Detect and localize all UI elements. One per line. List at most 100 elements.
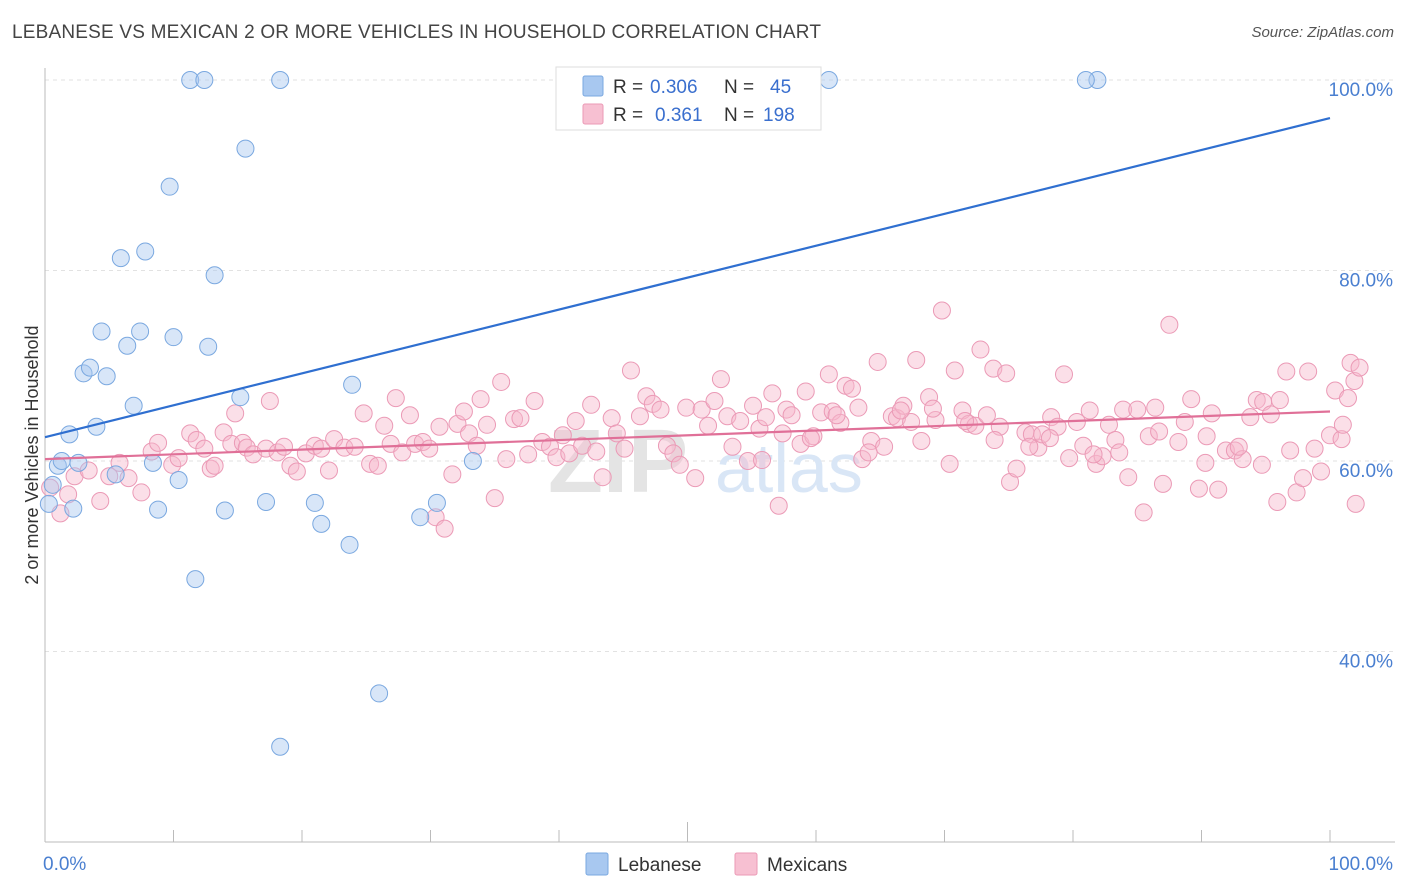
mexicans-point [1055,365,1074,384]
lebanese-points [39,71,1107,756]
mexicans-point [1321,426,1339,445]
mexicans-point [1281,441,1300,460]
mexicans-point [926,411,945,430]
mexicans-point [260,391,279,410]
lebanese-point [819,71,838,89]
legend-r-mexicans: 0.361 [655,105,703,126]
mexicans-point [819,365,838,384]
grid-lines [45,79,1395,652]
mexicans-point [1060,449,1079,468]
mexicans-point [132,483,151,502]
mexicans-point [375,416,394,435]
mexicans-point [181,424,200,443]
lebanese-point [124,396,143,415]
mexicans-point [287,462,306,481]
mexicans-point [1294,469,1313,488]
mexicans-point [100,467,119,486]
lebanese-point [312,514,331,533]
mexicans-point [1093,447,1112,466]
legend-swatch-mexicans [582,103,604,125]
y-tick-label: 100.0% [1329,80,1394,101]
mexicans-point [621,361,640,380]
mexicans-point [368,456,387,475]
lebanese-trend-line [44,117,1331,439]
mexicans-point [593,468,612,487]
mexicans-point [1338,389,1357,408]
y-tick-label: 60.0% [1339,461,1393,482]
mexicans-point [607,424,626,443]
mexicans-point [1299,362,1318,381]
mexicans-point [1346,494,1365,513]
lebanese-point [340,535,359,554]
mexicans-point [849,398,868,417]
mexicans-point [163,455,182,474]
lebanese-point [118,336,137,355]
mexicans-point [1312,462,1331,481]
mexicans-point [1110,443,1129,462]
mexicans-point [485,489,504,508]
mexicans-point [1209,480,1228,499]
mexicans-point [1341,353,1360,372]
mexicans-point [1189,479,1208,498]
mexicans-point [275,437,294,456]
lebanese-point [257,492,276,511]
mexicans-point [1277,362,1296,381]
lebanese-point [195,71,214,89]
top-legend: R = 0.306 N = 45 R = 0.361 N = 198 [555,66,822,131]
mexicans-point [59,485,78,504]
legend-swatch-lebanese [582,75,604,97]
lebanese-point [370,684,389,703]
mexicans-point [1229,437,1248,456]
mexicans-point [912,431,931,450]
mexicans-point [478,415,497,434]
mexicans-point [1160,315,1179,334]
mexicans-point [699,416,718,435]
legend-r-lebanese: 0.306 [650,77,698,98]
mexicans-point [400,406,419,425]
mexicans-point [1252,455,1271,474]
mexicans-point [443,465,462,484]
mexicans-point [110,453,129,472]
mexicans-point [386,389,405,408]
mexicans-point [827,406,846,425]
mexicans-point [454,402,473,421]
legend-n-label-mexicans: N = [724,105,754,126]
mexicans-point [226,404,245,423]
lebanese-point [215,501,234,520]
lebanese-point [64,499,83,518]
mexicans-point [637,387,656,406]
mexicans-point [686,469,705,488]
lebanese-point [236,139,255,158]
x-tick-label: 100.0% [1329,854,1394,875]
mexicans-point [1247,391,1266,410]
mexicans-point [1202,404,1221,423]
mexicans-point [1345,371,1364,390]
mexicans-point [406,434,425,453]
bottom-legend-swatch-lebanese [585,852,609,876]
mexicans-point [205,456,224,475]
mexicans-point [525,391,544,410]
lebanese-point [106,465,125,484]
bottom-legend-swatch-mexicans [734,852,758,876]
mexicans-point [731,411,750,430]
mexicans-points [41,301,1369,538]
lebanese-point [411,508,430,527]
trend-lines [44,117,1331,461]
mexicans-point [894,396,913,415]
mexicans-point [723,437,742,456]
legend-n-lebanese: 45 [770,77,791,98]
mexicans-point [657,436,676,455]
mexicans-point [257,439,276,458]
lebanese-point [160,177,179,196]
mexicans-point [1268,492,1287,511]
mexicans-point [738,452,757,470]
bottom-legend: Lebanese Mexicans [585,852,847,876]
axes [44,68,1395,843]
mexicans-point [985,431,1004,450]
y-axis-label: 2 or more Vehicles in Household [22,325,42,584]
mexicans-point [1270,391,1289,410]
mexicans-point [630,407,649,426]
lebanese-point [111,249,130,268]
mexicans-point [467,436,486,455]
mexicans-point [1134,503,1153,522]
